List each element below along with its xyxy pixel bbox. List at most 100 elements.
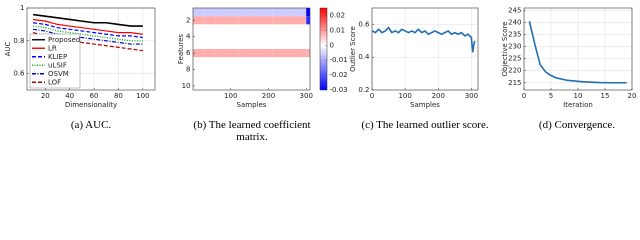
series-line <box>33 25 143 42</box>
heatmap-cell <box>215 81 227 90</box>
caption: (a) AUC. <box>70 119 112 131</box>
heatmap-cell <box>238 57 250 66</box>
heatmap-cell <box>249 8 261 17</box>
y-axis-label: Objective Score <box>501 21 509 76</box>
heatmap-cell <box>226 65 239 74</box>
heatmap-cell <box>226 24 239 33</box>
legend-label: LOF <box>48 78 61 86</box>
heatmap-cell <box>215 49 227 58</box>
heatmap-cell <box>193 65 205 74</box>
heatmap-cell <box>294 65 307 74</box>
heatmap-cell <box>193 40 205 49</box>
x-tick-label: 200 <box>432 92 445 100</box>
legend-label: OSVM <box>48 70 69 78</box>
heatmap-cell <box>238 73 250 82</box>
heatmap-cell <box>306 65 310 74</box>
colorbar-tick-label: -0.01 <box>330 56 348 64</box>
heatmap-cell <box>283 49 295 58</box>
x-tick-label: 100 <box>224 92 237 100</box>
y-tick-label: 0.4 <box>358 53 370 61</box>
heatmap-cell <box>283 24 295 33</box>
heatmap-cell <box>294 32 307 41</box>
x-axis-label: Iteration <box>563 101 593 109</box>
heatmap-cell <box>294 16 307 25</box>
heatmap-cell <box>306 8 310 17</box>
plot-area <box>372 8 478 90</box>
heatmap-cell <box>294 24 307 33</box>
heatmap-cell <box>215 73 227 82</box>
heatmap-cell <box>306 40 310 49</box>
heatmap-cell <box>238 32 250 41</box>
heatmap-cell <box>272 49 284 58</box>
heatmap-cell <box>260 57 273 66</box>
y-axis-label: Outlier Score <box>349 26 357 72</box>
plot-frame <box>192 7 311 91</box>
heatmap-cell <box>193 24 205 33</box>
heatmap-cell <box>238 49 250 58</box>
heatmap-cell <box>249 16 261 25</box>
y-tick-label: 225 <box>508 55 521 63</box>
heatmap-cell <box>204 24 216 33</box>
heatmap-cell <box>260 81 273 90</box>
heatmap-cell <box>294 40 307 49</box>
heatmap-cell <box>215 57 227 66</box>
y-tick-label: 1 <box>20 4 24 12</box>
heatmap-cell <box>272 24 284 33</box>
heatmap-cell <box>272 81 284 90</box>
heatmap-cell <box>306 57 310 66</box>
y-tick-label: 2 <box>186 16 190 24</box>
series-line <box>371 26 476 53</box>
heatmap-cell <box>306 73 310 82</box>
y-axis-label: Features <box>177 34 185 64</box>
heatmap-cell <box>260 73 273 82</box>
x-tick-label: 15 <box>601 92 610 100</box>
x-tick-label: 80 <box>114 92 123 100</box>
heatmap-cell <box>306 16 310 25</box>
series-line <box>528 21 627 84</box>
colorbar <box>319 7 328 91</box>
plot-frame <box>371 7 479 91</box>
heatmap-cell <box>306 81 310 90</box>
heatmap-cell <box>283 73 295 82</box>
heatmap-cell <box>294 73 307 82</box>
heatmap-cell <box>249 32 261 41</box>
y-tick-label: 0.2 <box>358 86 369 94</box>
heatmap-cell <box>204 73 216 82</box>
heatmap-cell <box>215 24 227 33</box>
y-tick-label: 8 <box>186 66 190 74</box>
x-tick-label: 10 <box>574 92 583 100</box>
colorbar-tick-label: -0.02 <box>330 71 348 79</box>
heatmap-cell <box>204 81 216 90</box>
heatmap-cell <box>306 24 310 33</box>
figure: 20 40 60 80 100 0.6 0.8 1 Dimensionality AUC Propo… <box>4 4 636 143</box>
heatmap-cell <box>204 8 216 17</box>
y-tick-label: 0.6 <box>358 20 370 28</box>
heatmap-cell <box>215 16 227 25</box>
heatmap-cell <box>249 57 261 66</box>
heatmap-cell <box>226 57 239 66</box>
heatmap-cell <box>283 81 295 90</box>
heatmap-cell <box>226 16 239 25</box>
y-tick-label: 240 <box>508 18 521 26</box>
heatmap-cell <box>283 40 295 49</box>
heatmap-cell <box>260 32 273 41</box>
heatmap-cell <box>215 40 227 49</box>
y-tick-label: 215 <box>508 79 521 87</box>
plot-frame <box>26 7 156 91</box>
x-tick-label: 100 <box>136 92 149 100</box>
legend-label: KLIEP <box>48 53 67 61</box>
legend-label: LR <box>48 44 57 52</box>
heatmap-cell <box>238 8 250 17</box>
heatmap-cell <box>215 65 227 74</box>
heatmap-cell <box>272 32 284 41</box>
heatmap-cell <box>249 65 261 74</box>
heatmap-cell <box>204 57 216 66</box>
y-tick-label: 245 <box>508 6 521 14</box>
heatmap-cell <box>249 81 261 90</box>
x-tick-label: 60 <box>90 92 99 100</box>
colorbar-tick-label: -0.03 <box>330 86 348 94</box>
heatmap-cell <box>260 8 273 17</box>
heatmap-cell <box>306 49 310 58</box>
heatmap-cell <box>283 32 295 41</box>
heatmap-cell <box>283 57 295 66</box>
